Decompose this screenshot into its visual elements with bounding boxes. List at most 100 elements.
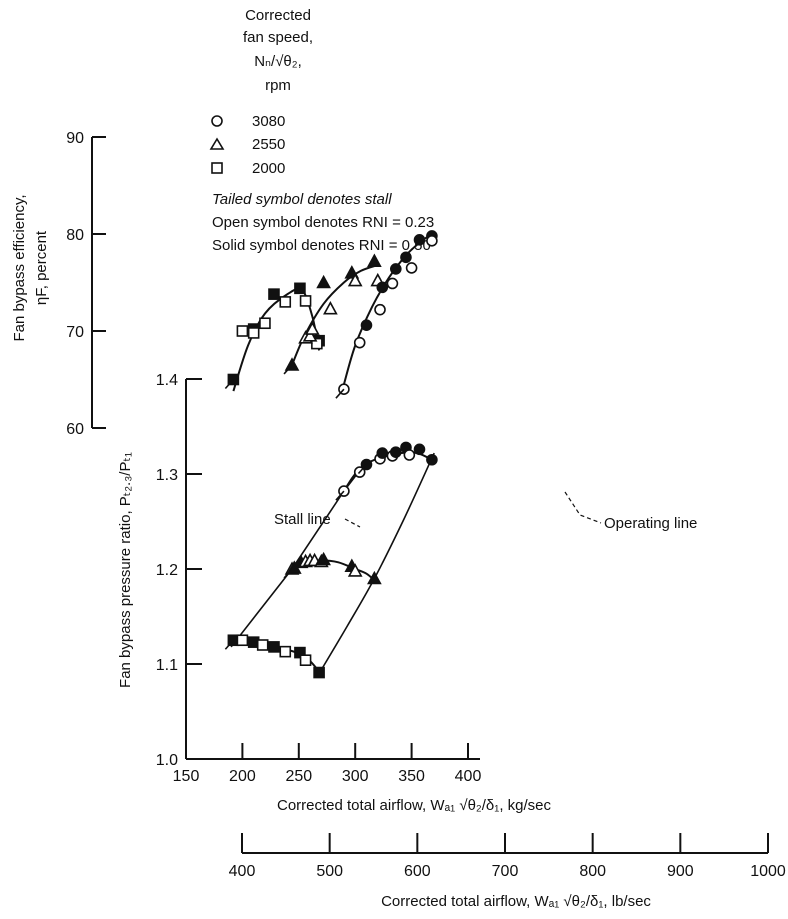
efficiency-tick-label-60: 60 <box>66 421 84 438</box>
efficiency-point-3080-2-circle <box>360 319 373 331</box>
pressure-point-3080-0 <box>335 485 350 501</box>
efficiency-point-2550-2 <box>302 328 318 342</box>
pressure-tick-label-1.1: 1.1 <box>156 657 178 674</box>
efficiency-point-3080-9 <box>413 234 426 246</box>
efficiency-point-2000-3-square <box>247 327 260 339</box>
pressure-tick-label-1.3: 1.3 <box>156 467 178 484</box>
efficiency-curve-2550 <box>291 264 379 366</box>
efficiency-tick-label-80: 80 <box>66 227 84 244</box>
pressure-tick-label-1.0: 1.0 <box>156 752 178 769</box>
legend-note-tailed: Tailed symbol denotes stall <box>212 191 392 208</box>
efficiency-point-3080-3-circle <box>374 303 386 316</box>
efficiency-point-2000-1-square <box>236 325 249 337</box>
efficiency-point-2550-0-triangle <box>284 357 300 371</box>
efficiency-point-2000-7-square <box>294 282 306 295</box>
x-lb-tick-label-700: 700 <box>492 863 519 880</box>
pressure-point-2000-1-square <box>236 634 249 647</box>
legend-title-line-1: Corrected <box>245 7 311 24</box>
pressure-point-2000-0-stall-tail <box>224 639 234 650</box>
efficiency-point-2000-8 <box>299 295 312 307</box>
efficiency-point-2000-7 <box>294 282 306 295</box>
efficiency-point-2000-4-square <box>259 317 271 330</box>
pressure-point-3080-2-stall-tail <box>357 463 368 475</box>
pressure-point-2550-10 <box>367 570 382 585</box>
pressure-point-3080-6-circle <box>390 446 402 458</box>
pressure-point-3080-9 <box>413 443 426 456</box>
x-axis-lb-ticks: 400 500 600 700 800 900 1000 <box>229 833 786 880</box>
x-kg-tick-label-300: 300 <box>342 768 369 785</box>
legend-note-solid: Solid symbol denotes RNI = 0.50 <box>212 237 431 254</box>
pressure-point-3080-9-circle <box>413 443 426 456</box>
efficiency-tick-label-90: 90 <box>66 130 84 147</box>
efficiency-axis-ticks: 60 70 80 90 <box>66 130 106 438</box>
efficiency-point-3080-8 <box>405 262 418 274</box>
x-lb-tick-label-800: 800 <box>579 863 606 880</box>
efficiency-point-3080-11 <box>426 234 438 247</box>
pressure-point-2000-5 <box>279 645 292 658</box>
pressure-point-2550-7 <box>316 551 331 566</box>
x-lb-tick-label-500: 500 <box>316 863 343 880</box>
efficiency-point-3080-6 <box>390 263 402 275</box>
efficiency-point-2000-5 <box>268 288 280 300</box>
efficiency-point-3080-7 <box>400 251 412 264</box>
efficiency-point-2550-0 <box>283 357 300 375</box>
legend-circle-icon <box>211 115 223 127</box>
efficiency-axis-label-line-1: Fan bypass efficiency, <box>11 194 28 341</box>
legend-entry-3080: 3080 <box>252 113 285 130</box>
pressure-point-2000-3 <box>256 639 269 651</box>
efficiency-point-2000-0 <box>224 373 240 390</box>
efficiency-point-2550-8 <box>367 253 382 267</box>
efficiency-point-2550-3 <box>304 321 320 335</box>
legend-note-open: Open symbol denotes RNI = 0.23 <box>212 214 434 231</box>
x-lb-tick-label-900: 900 <box>667 863 694 880</box>
pressure-point-3080-4 <box>376 447 389 459</box>
efficiency-point-2000-0-stall-tail <box>224 378 234 390</box>
efficiency-point-2000-8-square <box>299 295 312 307</box>
pressure-tick-label-1.4: 1.4 <box>156 372 178 389</box>
efficiency-point-2550-7-triangle <box>347 272 363 287</box>
efficiency-point-3080-0 <box>335 383 350 399</box>
efficiency-point-2550-0-stall-tail <box>283 364 293 375</box>
efficiency-point-3080-2 <box>360 319 373 331</box>
pressure-point-2000-8 <box>313 666 325 679</box>
pressure-point-2000-3-square <box>256 639 269 651</box>
efficiency-point-2000-6 <box>279 296 292 308</box>
pressure-point-2550-9 <box>347 563 363 577</box>
operating-line-leader <box>564 491 602 524</box>
efficiency-point-2550-5-triangle <box>323 301 338 315</box>
pressure-tick-label-1.2: 1.2 <box>156 562 178 579</box>
pressure-point-2550-10-triangle <box>367 570 382 585</box>
pressure-point-3080-8 <box>403 449 416 461</box>
efficiency-point-2550-2-triangle <box>302 328 318 342</box>
x-kg-tick-label-350: 350 <box>398 768 425 785</box>
efficiency-point-2000-4 <box>259 317 271 330</box>
stall-line-leader <box>344 518 361 528</box>
pressure-point-2550-7-triangle <box>316 551 331 566</box>
efficiency-point-3080-11-circle <box>426 234 438 247</box>
pressure-point-3080-0-stall-tail <box>335 490 345 501</box>
pressure-point-2000-4 <box>268 641 280 653</box>
x-axis-kg: 150 200 250 300 350 400 Corrected total airfl… <box>173 743 552 814</box>
x-axis-lb: 400 500 600 700 800 900 1000 Corrected total a… <box>229 833 786 910</box>
pressure-point-2000-7 <box>299 654 312 667</box>
operating-line <box>318 452 435 674</box>
x-axis-kg-label: Corrected total airflow, Wₐ₁ √θ₂/δ₁, kg/… <box>277 797 552 814</box>
pressure-axis-ticks: 1.0 1.1 1.2 1.3 1.4 <box>156 372 202 769</box>
data-markers <box>224 230 438 679</box>
legend-entry-2000: 2000 <box>252 160 285 177</box>
x-kg-tick-label-400: 400 <box>455 768 482 785</box>
efficiency-point-3080-6-circle <box>390 263 402 275</box>
efficiency-point-2550-7 <box>347 272 363 287</box>
efficiency-point-3080-1 <box>353 336 366 349</box>
legend-square-icon <box>211 162 223 174</box>
efficiency-point-3080-5-circle <box>386 277 399 290</box>
efficiency-axis: 60 70 80 90 Fan bypass efficiency, ηF, perc… <box>11 130 106 438</box>
efficiency-point-2000-6-square <box>279 296 292 308</box>
x-kg-tick-label-250: 250 <box>285 768 312 785</box>
efficiency-point-3080-3 <box>374 303 386 316</box>
efficiency-point-3080-9-circle <box>413 234 426 246</box>
x-lb-tick-label-600: 600 <box>404 863 431 880</box>
efficiency-point-3080-8-circle <box>405 262 418 274</box>
stall-line-label: Stall line <box>274 511 331 528</box>
efficiency-point-2000-5-square <box>268 288 280 300</box>
